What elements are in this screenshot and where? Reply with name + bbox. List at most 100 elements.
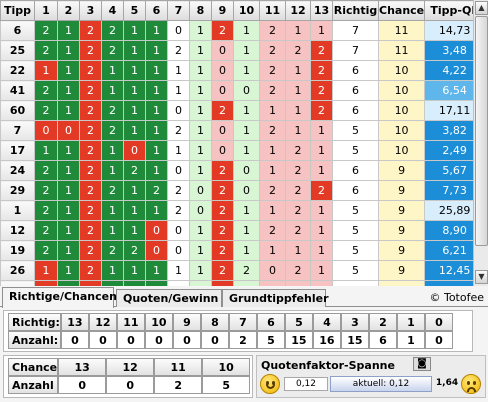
tipp-cell[interactable]: 2 xyxy=(79,100,102,121)
table-row[interactable]: 24 2 1 2 1 2 1 0 1 2 0 1 2 1 6 9 5,67 xyxy=(0,160,486,181)
table-row[interactable]: 17 1 1 2 1 0 1 1 1 0 1 1 2 1 5 10 2,49 xyxy=(0,140,486,161)
tipp-number[interactable]: 1 xyxy=(0,200,35,221)
tipp-number[interactable]: 60 xyxy=(0,100,35,121)
tipp-cell[interactable]: 2 xyxy=(145,180,168,201)
header-tipp[interactable]: Tipp xyxy=(0,0,35,21)
tipp-cell[interactable]: 1 xyxy=(57,160,80,181)
tipp-cell[interactable]: 1 xyxy=(57,240,80,261)
tipp-cell[interactable]: 1 xyxy=(145,60,168,81)
tipp-cell[interactable]: 1 xyxy=(233,60,260,81)
tipp-cell[interactable]: 2 xyxy=(34,20,58,41)
tipp-cell[interactable]: 0 xyxy=(167,20,190,41)
tipp-cell[interactable]: 1 xyxy=(34,260,58,281)
table-row[interactable]: 7 0 0 2 2 1 1 2 1 0 1 2 1 1 5 10 3,82 xyxy=(0,120,486,141)
tipp-cell[interactable]: 2 xyxy=(285,200,311,221)
tipp-cell[interactable]: 1 xyxy=(310,120,333,141)
tipp-cell[interactable]: 1 xyxy=(233,40,260,61)
tipp-cell[interactable]: 1 xyxy=(189,20,212,41)
table-row[interactable]: 1 2 1 2 1 1 1 2 0 2 1 1 2 1 5 9 25,89 xyxy=(0,200,486,221)
tipp-cell[interactable]: 2 xyxy=(123,240,146,261)
tipp-cell[interactable]: 2 xyxy=(167,120,190,141)
tipp-cell[interactable]: 1 xyxy=(310,140,333,161)
header-tipp-qf[interactable]: Tipp-QF xyxy=(424,0,486,21)
scroll-up-icon[interactable]: ▲ xyxy=(475,1,488,15)
tipp-cell[interactable]: 0 xyxy=(167,240,190,261)
table-row[interactable]: 6 2 1 2 2 1 1 0 1 2 1 2 1 1 7 11 14,73 xyxy=(0,20,486,41)
tipp-cell[interactable]: 1 xyxy=(57,20,80,41)
tipp-cell[interactable]: 2 xyxy=(79,280,102,286)
tipp-cell[interactable]: 1 xyxy=(101,220,124,241)
tipp-cell[interactable]: 2 xyxy=(259,220,286,241)
tipp-cell[interactable]: 1 xyxy=(101,260,124,281)
tipp-cell[interactable]: 2 xyxy=(285,260,311,281)
tipp-number[interactable]: 17 xyxy=(0,140,35,161)
table-row[interactable]: 270122111120211599,97 xyxy=(0,280,486,286)
tipp-cell[interactable]: 2 xyxy=(259,80,286,101)
tipp-cell[interactable]: 1 xyxy=(145,140,168,161)
tipp-cell[interactable]: 2 xyxy=(211,100,234,121)
tipp-cell[interactable]: 2 xyxy=(285,140,311,161)
tipp-cell[interactable]: 1 xyxy=(285,60,311,81)
tipp-cell[interactable]: 1 xyxy=(189,160,212,181)
tipp-number[interactable]: 41 xyxy=(0,80,35,101)
tipp-cell[interactable]: 0 xyxy=(34,280,58,286)
tipp-cell[interactable]: 1 xyxy=(310,200,333,221)
tipp-cell[interactable]: 1 xyxy=(101,140,124,161)
tipp-cell[interactable]: 1 xyxy=(189,100,212,121)
tipp-cell[interactable]: 1 xyxy=(189,260,212,281)
table-row[interactable]: 19 2 1 2 2 2 0 0 1 2 1 1 1 1 5 9 6,21 xyxy=(0,240,486,261)
tipp-cell[interactable]: 1 xyxy=(259,140,286,161)
tipp-cell[interactable]: 1 xyxy=(145,260,168,281)
tipp-cell[interactable]: 1 xyxy=(233,140,260,161)
tipp-cell[interactable]: 0 xyxy=(189,180,212,201)
tipp-cell[interactable]: 1 xyxy=(57,100,80,121)
table-row[interactable]: 26 1 1 2 1 1 1 1 1 2 2 0 2 1 5 9 12,45 xyxy=(0,260,486,281)
tipp-cell[interactable]: 2 xyxy=(285,180,311,201)
tipp-number[interactable]: 19 xyxy=(0,240,35,261)
table-row[interactable]: 60 2 1 2 2 1 1 0 1 2 1 1 1 2 6 10 17,11 xyxy=(0,100,486,121)
tipp-number[interactable]: 6 xyxy=(0,20,35,41)
tipp-cell[interactable]: 2 xyxy=(79,60,102,81)
header-8[interactable]: 8 xyxy=(189,0,212,21)
tipp-cell[interactable]: 2 xyxy=(34,200,58,221)
tipp-number[interactable]: 29 xyxy=(0,180,35,201)
table-row[interactable]: 12 2 1 2 1 1 0 0 1 2 1 2 2 1 5 9 8,90 xyxy=(0,220,486,241)
tipp-cell[interactable]: 2 xyxy=(211,200,234,221)
header-7[interactable]: 7 xyxy=(167,0,190,21)
tipp-cell[interactable]: 1 xyxy=(233,220,260,241)
qf-slider[interactable]: aktuell: 0,12 xyxy=(330,376,432,392)
scroll-thumb[interactable] xyxy=(475,16,488,246)
tab-grundtippfehler[interactable]: Grundtippfehler xyxy=(222,289,329,307)
tipp-cell[interactable]: 2 xyxy=(310,80,333,101)
tipp-cell[interactable]: 1 xyxy=(310,20,333,41)
tipp-cell[interactable]: 2 xyxy=(211,280,234,286)
header-9[interactable]: 9 xyxy=(211,0,234,21)
tipp-cell[interactable]: 1 xyxy=(57,200,80,221)
tipp-cell[interactable]: 2 xyxy=(79,180,102,201)
tipp-cell[interactable]: 0 xyxy=(211,120,234,141)
tipp-cell[interactable]: 1 xyxy=(233,200,260,221)
tipp-cell[interactable]: 2 xyxy=(101,100,124,121)
tipp-cell[interactable]: 2 xyxy=(101,280,124,286)
tipp-cell[interactable]: 1 xyxy=(233,100,260,121)
tipp-cell[interactable]: 0 xyxy=(34,120,58,141)
tipp-cell[interactable]: 1 xyxy=(123,200,146,221)
tipp-cell[interactable]: 1 xyxy=(145,80,168,101)
tipp-cell[interactable]: 1 xyxy=(233,20,260,41)
tipp-cell[interactable]: 2 xyxy=(211,220,234,241)
tipp-cell[interactable]: 1 xyxy=(259,200,286,221)
tipp-cell[interactable]: 2 xyxy=(79,220,102,241)
header-1[interactable]: 1 xyxy=(34,0,58,21)
tipp-cell[interactable]: 2 xyxy=(123,160,146,181)
header-3[interactable]: 3 xyxy=(79,0,102,21)
tipp-cell[interactable]: 2 xyxy=(101,120,124,141)
header-richtig[interactable]: Richtig xyxy=(332,0,379,21)
tipp-cell[interactable]: 2 xyxy=(34,160,58,181)
tipp-cell[interactable]: 1 xyxy=(189,220,212,241)
tipp-cell[interactable]: 1 xyxy=(101,80,124,101)
tipp-number[interactable]: 27 xyxy=(0,280,35,286)
tipp-cell[interactable]: 1 xyxy=(57,140,80,161)
tipp-cell[interactable]: 2 xyxy=(79,120,102,141)
tipp-cell[interactable]: 2 xyxy=(79,140,102,161)
header-10[interactable]: 10 xyxy=(233,0,260,21)
